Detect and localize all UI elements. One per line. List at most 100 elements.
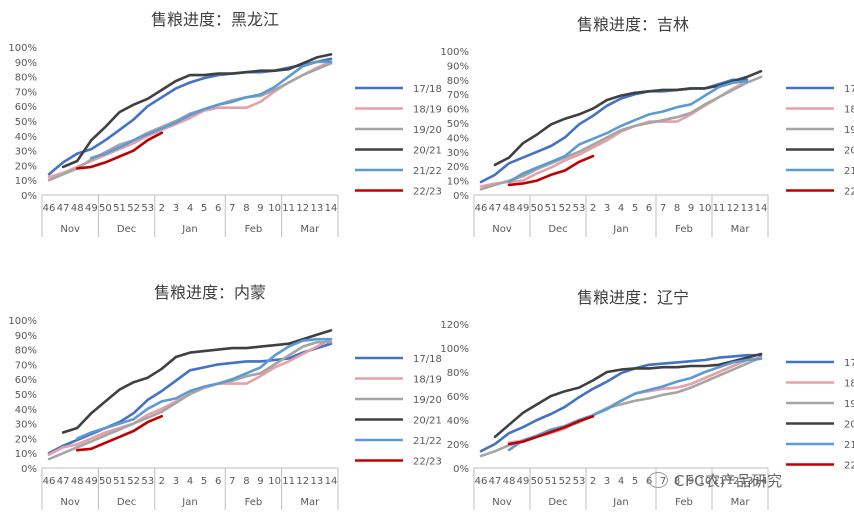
series-line-20-21: [493, 69, 763, 167]
wechat-logo-icon: [648, 472, 668, 488]
x-tick-label: 53: [573, 476, 586, 487]
watermark-text: CFC农产品研究: [674, 472, 783, 490]
x-tick-label: 10: [699, 203, 712, 214]
y-tick-label: 60%: [15, 375, 37, 386]
x-tick-label: 3: [604, 203, 610, 214]
y-tick-label: 90%: [15, 58, 37, 69]
series-line-22-23: [507, 415, 595, 446]
y-tick-label: 80%: [447, 76, 469, 87]
x-tick-label: 14: [755, 203, 768, 214]
y-tick-label: 40%: [15, 132, 37, 143]
x-tick-label: 9: [688, 203, 694, 214]
series-line-20-21: [61, 329, 333, 434]
chart-panel-3: 售粮进度：内蒙 0% 10% 20% 30% 40% 50% 60% 70% 80% 90% 100%…: [8, 283, 442, 510]
y-tick-label: 0%: [21, 191, 37, 202]
month-label: Dec: [117, 497, 136, 508]
x-tick-label: 14: [325, 476, 338, 487]
y-tick-label: 80%: [447, 368, 469, 379]
legend-label: 22/23: [413, 187, 442, 198]
x-tick-label: 9: [257, 476, 263, 487]
series-line-19-20: [479, 75, 763, 191]
x-tick-label: 9: [257, 203, 263, 214]
x-tick-label: 7: [660, 203, 666, 214]
x-tick-label: 47: [57, 476, 70, 487]
series-line-17-18: [479, 353, 763, 453]
y-tick-label: 30%: [15, 420, 37, 431]
legend-label: 20/21: [844, 420, 854, 431]
x-tick-label: 14: [755, 476, 768, 487]
x-tick-label: 3: [173, 203, 179, 214]
x-tick-label: 2: [590, 203, 596, 214]
y-tick-label: 0%: [453, 464, 469, 475]
x-tick-label: 2: [590, 476, 596, 487]
x-tick-label: 48: [503, 203, 516, 214]
month-label: Mar: [300, 224, 320, 235]
chart-panel-4: 售粮进度：辽宁0%20%40%60%80%100%120%46 47 48 49 50 5…: [440, 288, 854, 510]
month-label: Feb: [245, 224, 263, 235]
x-tick-label: 11: [713, 203, 726, 214]
legend-label: 21/22: [413, 436, 442, 447]
chart-panel-2: 售粮进度：吉林 0% 10% 20% 30% 40% 50% 60% 70% 80% 90% 100%…: [440, 15, 854, 237]
legend-label: 22/23: [844, 187, 854, 198]
legend-label: 21/22: [844, 166, 854, 177]
y-tick-label: 60%: [15, 102, 37, 113]
x-tick-label: 11: [713, 476, 726, 487]
x-tick-label: 51: [545, 203, 558, 214]
series-line-22-23: [507, 154, 595, 187]
y-tick-label: 20%: [447, 162, 469, 173]
y-tick-label: 40%: [447, 416, 469, 427]
legend-label: 17/18: [413, 354, 442, 365]
series-line-21-22: [90, 60, 333, 160]
x-tick-label: 52: [127, 203, 140, 214]
y-tick-label: 20%: [15, 161, 37, 172]
x-tick-label: 53: [573, 203, 586, 214]
x-tick-label: 13: [310, 476, 323, 487]
y-tick-label: 10%: [447, 177, 469, 188]
x-tick-label: 5: [632, 476, 638, 487]
x-tick-label: 13: [310, 203, 323, 214]
x-tick-label: 9: [688, 476, 694, 487]
x-tick-label: 11: [282, 203, 295, 214]
legend-label: 19/20: [844, 125, 854, 136]
series-line-19-20: [47, 340, 333, 461]
y-tick-label: 70%: [447, 90, 469, 101]
x-tick-label: 53: [141, 203, 154, 214]
legend-label: 21/22: [413, 166, 442, 177]
month-label: Feb: [245, 497, 263, 508]
legend-label: 17/18: [413, 84, 442, 95]
legend-label: 22/23: [413, 457, 442, 468]
y-tick-label: 90%: [15, 331, 37, 342]
x-tick-label: 14: [325, 203, 338, 214]
month-label: Nov: [60, 224, 80, 235]
legend-label: 18/19: [844, 379, 854, 390]
month-label: Jan: [181, 497, 197, 508]
month-label: Mar: [731, 224, 751, 235]
y-tick-label: 50%: [15, 117, 37, 128]
x-tick-label: 6: [215, 476, 221, 487]
x-tick-label: 50: [531, 203, 544, 214]
chart-panel-1: 售粮进度：黑龙江 0% 10% 20% 30% 40% 50% 60% 70% 80% 90% 100…: [8, 10, 442, 237]
legend-label: 20/21: [844, 146, 854, 157]
x-tick-label: 8: [674, 203, 680, 214]
x-tick-label: 8: [674, 476, 680, 487]
y-tick-label: 100%: [8, 316, 37, 327]
x-tick-label: 5: [201, 476, 207, 487]
y-tick-label: 30%: [15, 147, 37, 158]
y-tick-label: 70%: [15, 360, 37, 371]
y-tick-label: 10%: [15, 449, 37, 460]
legend-label: 18/19: [844, 105, 854, 116]
month-label: Jan: [612, 497, 628, 508]
y-tick-label: 20%: [447, 440, 469, 451]
chart-title: 售粮进度：吉林: [577, 15, 689, 34]
series-line-21-22: [507, 357, 763, 452]
month-label: Nov: [60, 497, 80, 508]
month-label: Nov: [492, 497, 512, 508]
y-tick-label: 0%: [21, 464, 37, 475]
y-tick-label: 80%: [15, 346, 37, 357]
month-label: Mar: [731, 497, 751, 508]
y-tick-label: 100%: [440, 47, 469, 58]
x-tick-label: 46: [43, 476, 56, 487]
x-tick-label: 53: [141, 476, 154, 487]
x-tick-label: 2: [159, 476, 165, 487]
